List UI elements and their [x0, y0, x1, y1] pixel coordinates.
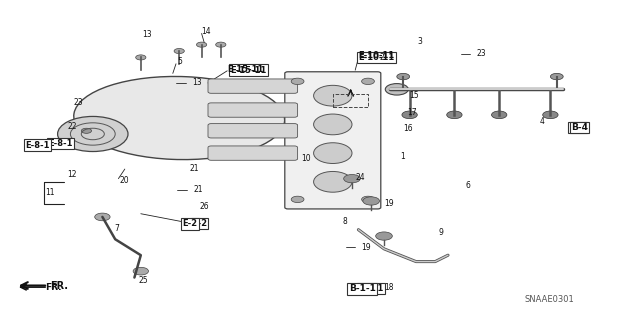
Circle shape — [133, 267, 148, 275]
Circle shape — [95, 213, 110, 221]
Text: E-10-11: E-10-11 — [358, 53, 395, 62]
Circle shape — [344, 174, 360, 183]
Text: 18: 18 — [384, 283, 394, 292]
Circle shape — [174, 48, 184, 54]
Text: E-2: E-2 — [192, 219, 207, 228]
Text: FR.: FR. — [50, 280, 68, 291]
Circle shape — [543, 111, 558, 119]
Ellipse shape — [314, 114, 352, 135]
Text: 14: 14 — [202, 27, 211, 36]
Text: 22: 22 — [67, 122, 77, 131]
Text: 13: 13 — [142, 30, 152, 39]
Circle shape — [291, 196, 304, 203]
Circle shape — [81, 128, 92, 133]
Text: E-10-11: E-10-11 — [358, 51, 395, 60]
FancyBboxPatch shape — [285, 72, 381, 209]
Text: FR.: FR. — [45, 283, 61, 292]
FancyBboxPatch shape — [208, 146, 298, 160]
Text: B-1-1: B-1-1 — [349, 284, 376, 293]
Ellipse shape — [314, 143, 352, 164]
Text: 5: 5 — [177, 57, 182, 66]
Text: 21: 21 — [193, 185, 203, 194]
Text: 24: 24 — [356, 173, 365, 182]
Circle shape — [58, 116, 128, 152]
Text: 26: 26 — [200, 202, 209, 211]
Text: 21: 21 — [189, 164, 199, 173]
Text: E-2: E-2 — [182, 219, 198, 228]
Text: E-8-1: E-8-1 — [26, 141, 50, 150]
Text: 10: 10 — [301, 154, 310, 163]
Text: 17: 17 — [407, 108, 417, 117]
Text: 8: 8 — [342, 217, 347, 226]
Text: E-15-11: E-15-11 — [227, 65, 264, 74]
Text: 19: 19 — [362, 243, 371, 252]
Circle shape — [136, 55, 146, 60]
Text: 23: 23 — [477, 49, 486, 58]
Text: 19: 19 — [384, 199, 394, 208]
Text: 6: 6 — [466, 181, 471, 189]
Text: B-1-1: B-1-1 — [358, 284, 384, 293]
Text: 1: 1 — [400, 152, 404, 161]
Circle shape — [363, 197, 380, 205]
Circle shape — [362, 78, 374, 85]
FancyBboxPatch shape — [208, 79, 298, 93]
Ellipse shape — [74, 77, 285, 160]
Circle shape — [362, 196, 374, 203]
Text: B-4: B-4 — [571, 123, 588, 132]
Circle shape — [216, 42, 226, 47]
Text: 25: 25 — [138, 276, 148, 285]
Text: 3: 3 — [417, 37, 422, 46]
Circle shape — [376, 232, 392, 240]
Text: B-4: B-4 — [570, 123, 586, 132]
Circle shape — [402, 111, 417, 119]
Circle shape — [196, 42, 207, 47]
Text: 16: 16 — [403, 124, 413, 133]
Circle shape — [492, 111, 507, 119]
Text: 11: 11 — [45, 189, 54, 197]
Circle shape — [447, 111, 462, 119]
Circle shape — [397, 73, 410, 80]
Text: SNAAE0301: SNAAE0301 — [525, 295, 575, 304]
Text: 13: 13 — [192, 78, 202, 87]
Text: E-8-1: E-8-1 — [48, 139, 72, 148]
Text: 12: 12 — [67, 170, 77, 179]
Text: 9: 9 — [438, 228, 444, 237]
Circle shape — [291, 78, 304, 85]
Text: 4: 4 — [540, 117, 545, 126]
Text: E-15-11: E-15-11 — [230, 66, 267, 75]
Text: 7: 7 — [114, 224, 119, 233]
Text: 2: 2 — [380, 53, 384, 62]
Text: 20: 20 — [119, 176, 129, 185]
Text: 15: 15 — [410, 91, 419, 100]
Text: 23: 23 — [74, 98, 83, 107]
FancyBboxPatch shape — [208, 103, 298, 117]
Ellipse shape — [314, 85, 352, 106]
Ellipse shape — [314, 171, 352, 192]
Circle shape — [385, 84, 408, 95]
FancyBboxPatch shape — [208, 123, 298, 138]
Circle shape — [550, 73, 563, 80]
